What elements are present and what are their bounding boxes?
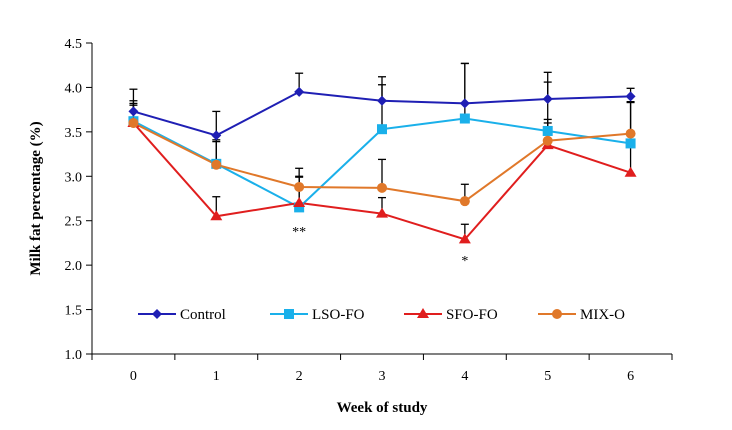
data-point-control	[625, 91, 636, 102]
data-point-mix-o	[625, 128, 636, 139]
data-point-control	[128, 106, 139, 117]
data-point-mix-o	[542, 135, 553, 146]
axes-layer: 1.0 1.5 2.0 2.5 3.0 3.5 4.0 4.5 0 1 2 3 4 5 6	[65, 37, 673, 384]
x-tick-label: 2	[296, 369, 303, 384]
legend-marker-triangle	[417, 308, 429, 318]
data-point-sfo-fo	[624, 166, 637, 177]
x-tick-label: 1	[213, 369, 220, 384]
y-tick-label: 2.0	[65, 259, 83, 274]
y-axis-title: Milk fat percentage (%)	[28, 121, 44, 275]
y-tick-label: 2.5	[65, 215, 83, 230]
significance-annotation: *	[461, 254, 468, 269]
data-point-lso-fo	[459, 113, 470, 124]
x-axis-title: Week of study	[337, 400, 428, 416]
x-tick-label: 5	[544, 369, 551, 384]
legend-marker-diamond	[152, 309, 162, 319]
data-point-mix-o	[211, 159, 222, 170]
legend-label: MIX-O	[580, 307, 625, 323]
data-point-mix-o	[377, 182, 387, 193]
legend-marker-square	[284, 309, 294, 319]
y-tick-label: 1.0	[65, 348, 83, 363]
data-point-mix-o	[294, 181, 305, 192]
y-tick-label: 4.0	[65, 81, 83, 96]
data-point-lso-fo	[542, 125, 553, 136]
data-point-control	[542, 93, 553, 104]
data-point-lso-fo	[294, 202, 305, 213]
x-tick-label: 3	[379, 369, 386, 384]
data-point-control	[211, 130, 222, 141]
data-point-control	[294, 86, 305, 97]
data-point-lso-fo	[377, 124, 387, 135]
data-point-mix-o	[128, 117, 139, 128]
data-point-sfo-fo	[210, 210, 223, 221]
data-point-sfo-fo	[458, 233, 471, 244]
x-tick-label: 0	[130, 369, 137, 384]
x-tick-label: 4	[461, 369, 468, 384]
legend-item-control: Control	[138, 307, 226, 323]
markers-layer	[127, 86, 637, 244]
y-tick-label: 3.5	[65, 126, 83, 141]
data-point-control	[459, 98, 470, 109]
significance-annotation: **	[292, 225, 306, 240]
legend-item-lso-fo: LSO-FO	[270, 307, 365, 323]
data-point-mix-o	[459, 196, 470, 207]
y-tick-label: 3.0	[65, 170, 83, 185]
legend-label: LSO-FO	[312, 307, 365, 323]
legend-marker-circle	[552, 309, 562, 319]
legend-item-sfo-fo: SFO-FO	[404, 307, 498, 323]
data-point-control	[377, 95, 387, 106]
data-point-lso-fo	[625, 138, 636, 149]
legend-item-mix-o: MIX-O	[538, 307, 625, 323]
x-tick-label: 6	[627, 369, 634, 384]
legend-label: SFO-FO	[446, 307, 498, 323]
legend: Control LSO-FO SFO-FO MIX-O	[138, 307, 625, 323]
data-point-sfo-fo	[293, 196, 306, 207]
y-tick-label: 1.5	[65, 304, 83, 319]
y-tick-label: 4.5	[65, 37, 83, 52]
data-point-sfo-fo	[376, 207, 388, 218]
annotations-layer: ***	[292, 225, 468, 269]
legend-label: Control	[180, 307, 226, 323]
